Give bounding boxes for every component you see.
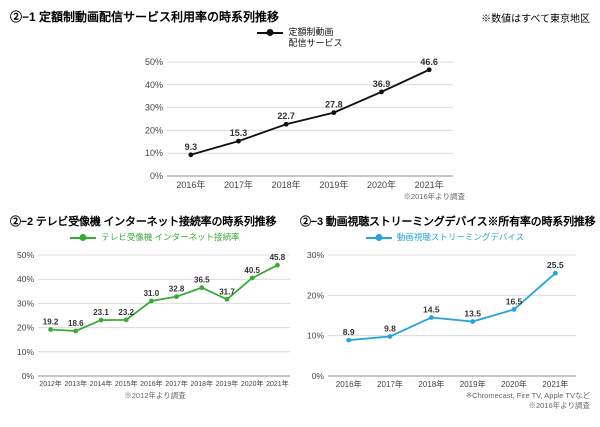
svg-text:14.5: 14.5 <box>423 304 440 314</box>
svg-text:2016年: 2016年 <box>176 179 205 190</box>
svg-text:32.8: 32.8 <box>169 284 185 293</box>
legend-line-dot-marker-icon <box>365 234 392 242</box>
chart2-plot: 0%10%20%30%40%50%2012年 2013年 2014年 2015年 201… <box>17 250 290 388</box>
svg-text:15.3: 15.3 <box>230 128 248 138</box>
chart3-device-note: ※Chromecast, Fire TV, Apple TVなど <box>465 390 590 400</box>
svg-text:10%: 10% <box>145 148 163 158</box>
region-note: ※数値はすべて東京地区 <box>481 14 590 25</box>
svg-text:40%: 40% <box>145 79 163 89</box>
svg-text:9.8: 9.8 <box>384 323 396 333</box>
legend-line-dot-marker-icon <box>70 234 97 242</box>
svg-text:50%: 50% <box>145 57 163 67</box>
chart3-plot: 0% 10% 20% 30% 2016年 2017年 2018年 2019年 2020年 2021… <box>307 250 576 389</box>
svg-text:20%: 20% <box>17 322 34 332</box>
svg-text:2020年: 2020年 <box>501 379 527 389</box>
svg-text:13.5: 13.5 <box>464 308 481 318</box>
svg-text:0%: 0% <box>312 371 325 381</box>
chart1-legend-label: 定額制動画 配信サービス <box>288 27 343 49</box>
svg-text:31.7: 31.7 <box>219 287 235 296</box>
svg-text:2017年: 2017年 <box>224 179 253 190</box>
svg-text:9.3: 9.3 <box>185 141 198 151</box>
svg-text:10%: 10% <box>17 347 34 357</box>
chart1-block: 定額制動画 配信サービス 0% 10% 20% 30% 40% 50% 2016年 2017年… <box>135 27 465 201</box>
svg-text:2013年: 2013年 <box>65 379 88 388</box>
svg-text:23.2: 23.2 <box>118 308 134 317</box>
svg-text:19.2: 19.2 <box>43 317 59 326</box>
svg-text:23.1: 23.1 <box>93 308 109 317</box>
svg-text:40%: 40% <box>17 274 34 284</box>
svg-text:8.9: 8.9 <box>343 327 355 337</box>
svg-text:45.8: 45.8 <box>270 253 286 262</box>
svg-text:20%: 20% <box>145 125 163 135</box>
svg-text:2015年: 2015年 <box>115 379 138 388</box>
svg-text:30%: 30% <box>307 250 324 260</box>
svg-text:10%: 10% <box>307 331 324 341</box>
svg-text:30%: 30% <box>17 298 34 308</box>
svg-text:2021年: 2021年 <box>266 379 289 388</box>
svg-text:40.5: 40.5 <box>244 266 260 275</box>
chart1-title: ②−1 定額制動画配信サービス利用率の時系列推移 <box>10 10 280 24</box>
chart1-plot: 0% 10% 20% 30% 40% 50% 2016年 2017年 2018年 2019年 202… <box>145 56 453 190</box>
chart2-legend-label: テレビ受像機 インターネット接続率 <box>101 232 240 243</box>
svg-text:2020年: 2020年 <box>241 379 264 388</box>
svg-text:36.5: 36.5 <box>194 276 210 285</box>
svg-text:30%: 30% <box>145 102 163 112</box>
svg-text:18.6: 18.6 <box>68 319 84 328</box>
svg-text:2016年: 2016年 <box>336 379 362 389</box>
svg-text:2018年: 2018年 <box>191 379 214 388</box>
chart3-title: ②−3 動画視聴ストリーミングデバイス※所有率の時系列推移 <box>300 216 596 229</box>
chart3-block: ②−3 動画視聴ストリーミングデバイス※所有率の時系列推移 動画視聴ストリーミン… <box>300 213 596 410</box>
chart2-title: ②−2 テレビ受像機 インターネット接続率の時系列推移 <box>10 216 277 229</box>
header: ②−1 定額制動画配信サービス利用率の時系列推移 ※数値はすべて東京地区 <box>10 8 590 25</box>
chart2-legend: テレビ受像機 インターネット接続率 <box>10 232 300 243</box>
svg-text:2016年: 2016年 <box>140 379 163 388</box>
svg-text:2019年: 2019年 <box>460 379 486 389</box>
chart3-legend-label: 動画視聴ストリーミングデバイス <box>396 232 525 243</box>
legend-line-dot-marker-icon <box>257 29 284 37</box>
chart3-legend: 動画視聴ストリーミングデバイス <box>300 232 590 243</box>
svg-text:2017年: 2017年 <box>377 379 403 389</box>
svg-text:0%: 0% <box>150 171 163 181</box>
chart3-survey-note: ※2016年より調査 <box>528 400 590 410</box>
chart1-survey-note: ※2016年より調査 <box>403 191 465 201</box>
svg-text:20%: 20% <box>307 290 324 300</box>
svg-text:2012年: 2012年 <box>39 379 62 388</box>
svg-text:2021年: 2021年 <box>415 179 444 190</box>
svg-text:2019年: 2019年 <box>216 379 239 388</box>
svg-text:46.6: 46.6 <box>420 56 438 66</box>
svg-text:2018年: 2018年 <box>272 179 301 190</box>
svg-text:2021年: 2021年 <box>542 379 568 389</box>
svg-text:50%: 50% <box>17 250 34 260</box>
svg-text:2020年: 2020年 <box>367 179 396 190</box>
svg-text:27.8: 27.8 <box>325 99 343 109</box>
svg-text:36.9: 36.9 <box>373 78 391 88</box>
svg-text:2014年: 2014年 <box>90 379 113 388</box>
svg-text:2019年: 2019年 <box>319 179 348 190</box>
svg-text:0%: 0% <box>22 371 35 381</box>
svg-text:2017年: 2017年 <box>165 379 188 388</box>
svg-text:25.5: 25.5 <box>547 260 564 270</box>
svg-text:16.5: 16.5 <box>506 296 523 306</box>
chart2-block: ②−2 テレビ受像機 インターネット接続率の時系列推移 テレビ受像機 インターネ… <box>10 213 300 410</box>
chart2-survey-note: ※2012年より調査 <box>124 390 186 400</box>
svg-text:2018年: 2018年 <box>418 379 444 389</box>
svg-text:22.7: 22.7 <box>277 111 295 121</box>
chart1-legend: 定額制動画 配信サービス <box>135 27 465 50</box>
bottom-row: ②−2 テレビ受像機 インターネット接続率の時系列推移 テレビ受像機 インターネ… <box>10 213 596 410</box>
svg-text:31.0: 31.0 <box>144 289 160 298</box>
